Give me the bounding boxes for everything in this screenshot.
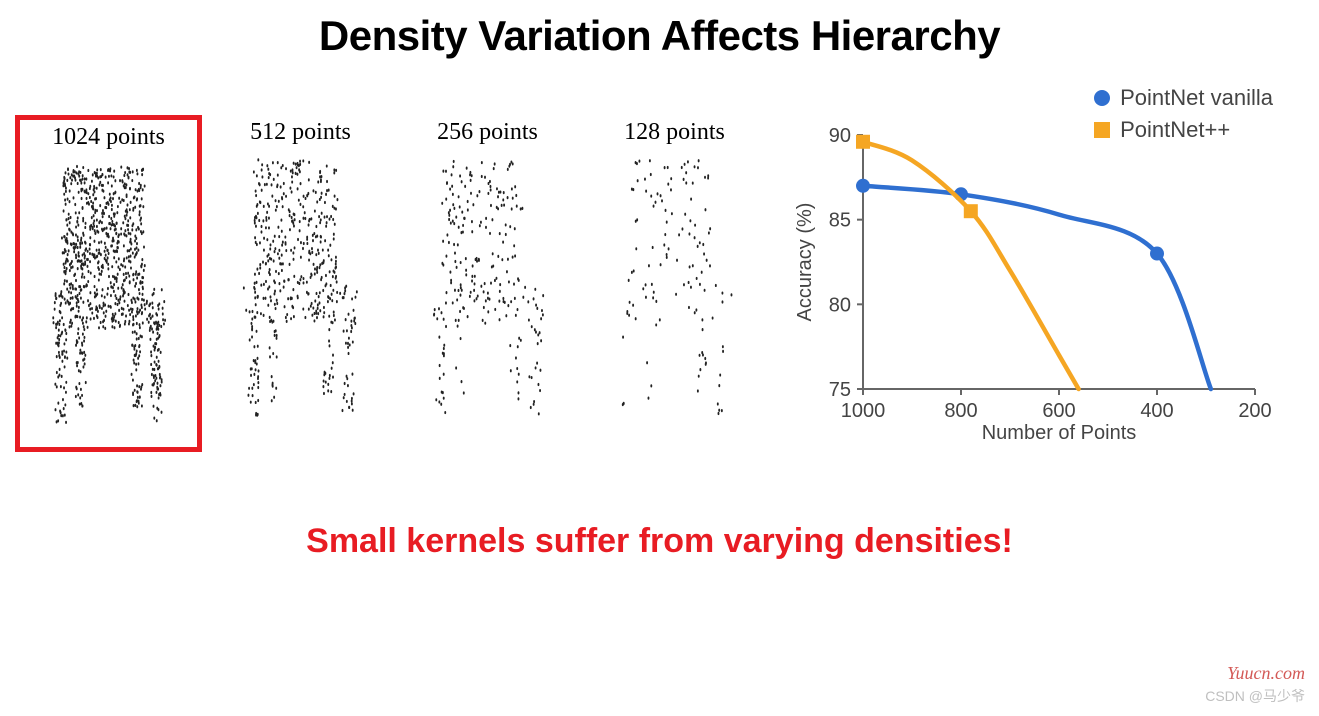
chair-panel: 128 points xyxy=(586,115,763,442)
series-line xyxy=(863,142,1079,389)
series-marker xyxy=(856,135,870,149)
svg-text:Accuracy (%): Accuracy (%) xyxy=(794,203,816,322)
page-title: Density Variation Affects Hierarchy xyxy=(0,0,1319,60)
svg-text:85: 85 xyxy=(829,210,851,232)
svg-text:200: 200 xyxy=(1238,400,1271,422)
accuracy-chart: 75 80 85 90 1000 800 600 400 200 Number of Points… xyxy=(793,115,1273,445)
chair-pointcloud xyxy=(26,155,191,435)
circle-icon xyxy=(1094,90,1110,106)
svg-text:400: 400 xyxy=(1140,400,1173,422)
svg-text:1000: 1000 xyxy=(841,400,886,422)
chair-label: 1024 points xyxy=(52,124,165,151)
chair-pointcloud xyxy=(592,150,757,430)
svg-text:600: 600 xyxy=(1042,400,1075,422)
chair-panel: 1024 points xyxy=(15,115,202,452)
chair-grid: 1024 points 512 points 256 points 128 point… xyxy=(15,115,763,452)
chair-label: 128 points xyxy=(624,119,725,146)
series-line xyxy=(863,186,1211,389)
chair-panel: 256 points xyxy=(399,115,576,442)
square-icon xyxy=(1094,122,1110,138)
series-marker xyxy=(1150,247,1164,261)
watermark-yuucn: Yuucn.com xyxy=(1227,663,1305,684)
legend-item: PointNet vanilla xyxy=(1094,85,1273,111)
main-content: 1024 points 512 points 256 points 128 point… xyxy=(0,115,1319,452)
legend-label: PointNet++ xyxy=(1120,117,1230,143)
watermark-csdn: CSDN @马少爷 xyxy=(1205,686,1305,706)
svg-text:90: 90 xyxy=(829,125,851,147)
legend-item: PointNet++ xyxy=(1094,117,1273,143)
chair-pointcloud xyxy=(218,150,383,430)
chair-label: 256 points xyxy=(437,119,538,146)
chart-area: PointNet vanillaPointNet++ 7580859010008… xyxy=(793,115,1273,450)
chair-pointcloud xyxy=(405,150,570,430)
svg-text:800: 800 xyxy=(944,400,977,422)
chair-label: 512 points xyxy=(250,119,351,146)
chart-legend: PointNet vanilla PointNet++ xyxy=(1094,85,1273,143)
svg-text:75: 75 xyxy=(829,379,851,401)
svg-text:80: 80 xyxy=(829,294,851,316)
series-marker xyxy=(856,179,870,193)
legend-label: PointNet vanilla xyxy=(1120,85,1273,111)
chair-panel: 512 points xyxy=(212,115,389,442)
svg-text:Number of Points: Number of Points xyxy=(982,422,1137,444)
subtitle: Small kernels suffer from varying densit… xyxy=(0,522,1319,561)
series-marker xyxy=(964,204,978,218)
